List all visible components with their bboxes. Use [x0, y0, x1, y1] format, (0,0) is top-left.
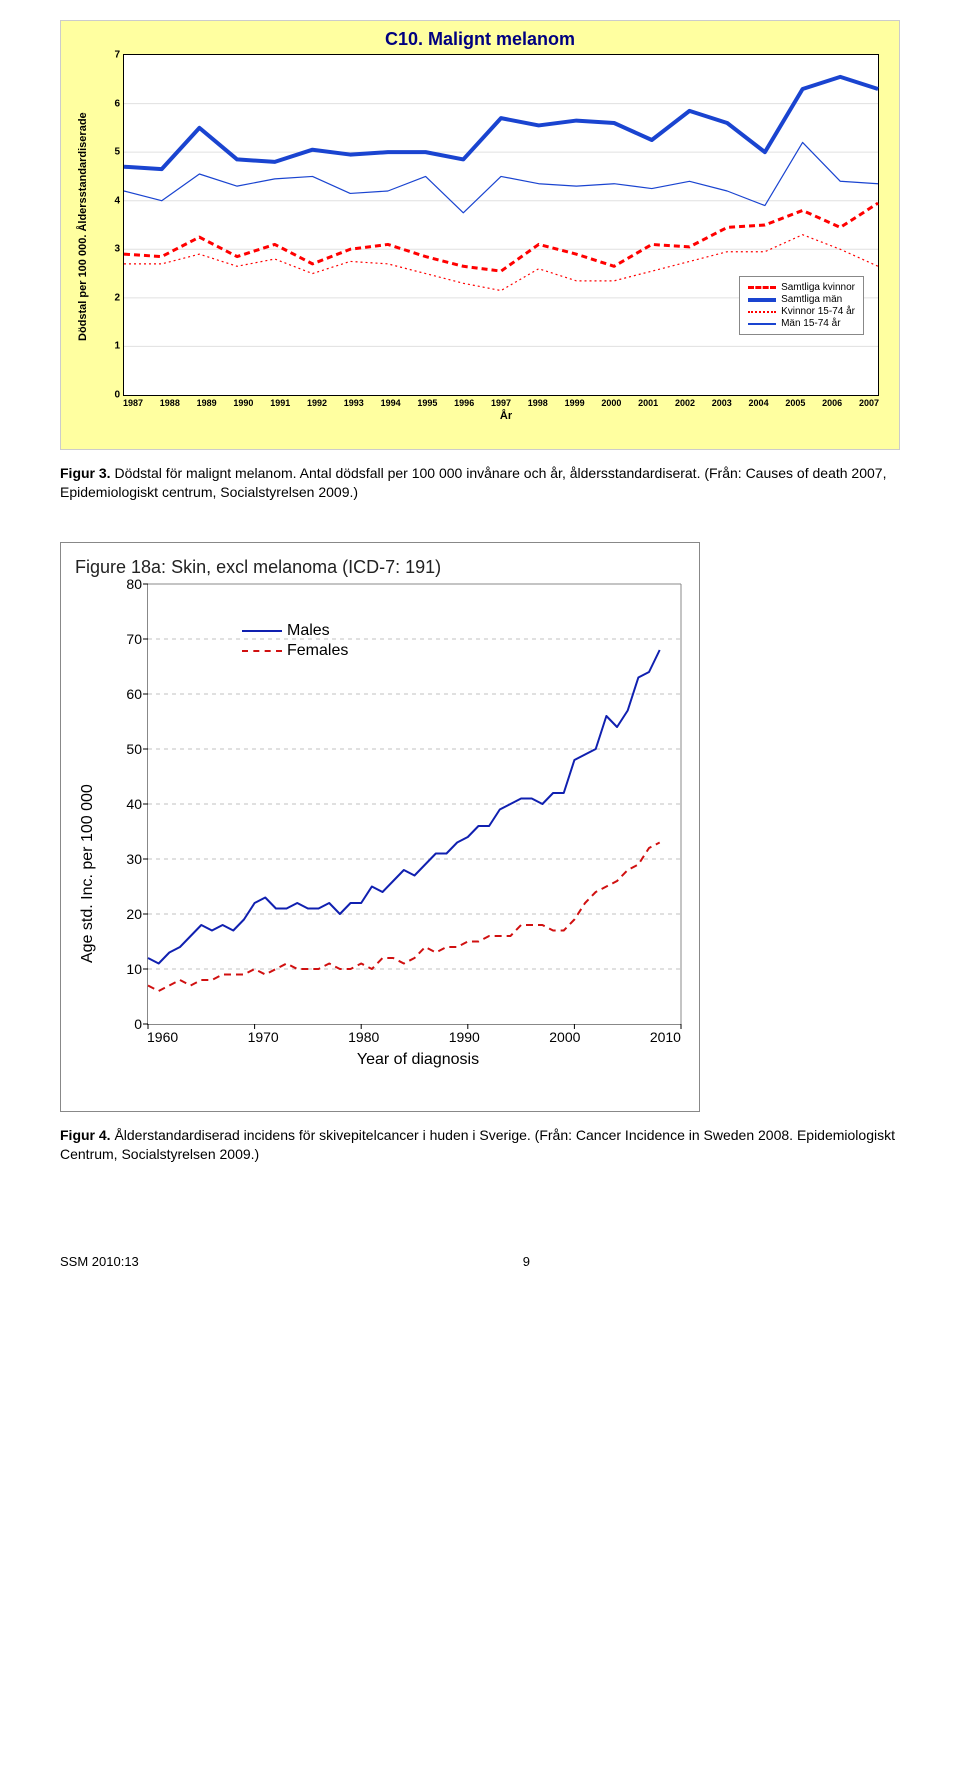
y-tick-label: 7: [114, 50, 120, 61]
chart1-svg: [124, 55, 878, 395]
chart1-y-ticks: 01234567: [96, 55, 120, 395]
legend-swatch: [242, 650, 282, 652]
x-tick-label: 1997: [491, 398, 511, 408]
y-tick-label: 1: [114, 341, 120, 352]
caption-figure-4: Figur 4. Ålderstandardiserad incidens fö…: [60, 1126, 900, 1164]
caption4-text: Ålderstandardiserad incidens för skivepi…: [60, 1127, 895, 1162]
caption-figure-3: Figur 3. Dödstal för malignt melanom. An…: [60, 464, 900, 502]
x-tick-label: 2001: [638, 398, 658, 408]
chart2-y-ticks: 01020304050607080: [108, 584, 142, 1024]
y-tick-label: 0: [114, 390, 120, 401]
x-tick-label: 1994: [381, 398, 401, 408]
caption3-bold: Figur 3.: [60, 465, 111, 481]
chart-melanoma-mortality: C10. Malignt melanom Dödstal per 100 000…: [60, 20, 900, 450]
x-tick-label: 1989: [197, 398, 217, 408]
x-tick-label: 1991: [270, 398, 290, 408]
chart2-x-ticks: 1960 1970 1980 1990 2000 2010: [147, 1029, 681, 1045]
legend-item: Males: [242, 622, 348, 640]
y-tick-label: 2: [114, 292, 120, 303]
chart1-x-ticks: 1987 1988 1989 1990 1991 1992 1993 1994 1995 1996…: [123, 398, 879, 408]
x-tick-label: 2000: [549, 1029, 580, 1045]
x-tick-label: 1960: [147, 1029, 178, 1045]
x-tick-label: 1990: [233, 398, 253, 408]
y-tick-label: 70: [126, 631, 142, 647]
x-tick-label: 2006: [822, 398, 842, 408]
x-tick-label: 2004: [749, 398, 769, 408]
y-tick-label: 0: [134, 1016, 142, 1032]
legend-item: Kvinnor 15-74 år: [748, 306, 855, 317]
x-tick-label: 1996: [454, 398, 474, 408]
x-tick-label: 2002: [675, 398, 695, 408]
legend-label: Samtliga kvinnor: [781, 282, 855, 293]
x-tick-label: 1970: [248, 1029, 279, 1045]
legend-label: Samtliga män: [781, 294, 842, 305]
x-tick-label: 2010: [650, 1029, 681, 1045]
y-tick-label: 40: [126, 796, 142, 812]
caption3-text: Dödstal för malignt melanom. Antal dödsf…: [60, 465, 886, 500]
x-tick-label: 2000: [601, 398, 621, 408]
x-tick-label: 2007: [859, 398, 879, 408]
legend-label: Kvinnor 15-74 år: [781, 306, 855, 317]
footer-left: SSM 2010:13: [60, 1254, 139, 1269]
x-tick-label: 1999: [565, 398, 585, 408]
footer-page-number: 9: [523, 1254, 530, 1269]
x-tick-label: 1993: [344, 398, 364, 408]
y-tick-label: 20: [126, 906, 142, 922]
y-tick-label: 5: [114, 147, 120, 158]
legend-swatch: [748, 323, 776, 325]
legend-item: Män 15-74 år: [748, 318, 855, 329]
x-tick-label: 1980: [348, 1029, 379, 1045]
legend-item: Samtliga män: [748, 294, 855, 305]
legend-swatch: [748, 298, 776, 302]
legend-item: Females: [242, 642, 348, 660]
chart1-y-axis-label: Dödstal per 100 000. Åldersstandardisera…: [77, 41, 89, 341]
y-tick-label: 10: [126, 961, 142, 977]
x-tick-label: 1998: [528, 398, 548, 408]
y-tick-label: 30: [126, 851, 142, 867]
x-tick-label: 1992: [307, 398, 327, 408]
y-tick-label: 80: [126, 576, 142, 592]
legend-item: Samtliga kvinnor: [748, 282, 855, 293]
y-tick-label: 60: [126, 686, 142, 702]
x-tick-label: 1995: [417, 398, 437, 408]
chart2-plot-area: 01020304050607080 MalesFemales: [147, 584, 681, 1025]
y-tick-label: 6: [114, 98, 120, 109]
x-tick-label: 2003: [712, 398, 732, 408]
legend-swatch: [748, 286, 776, 289]
chart2-title: Figure 18a: Skin, excl melanoma (ICD-7: …: [75, 557, 689, 578]
x-tick-label: 1987: [123, 398, 143, 408]
legend-label: Females: [287, 642, 348, 660]
page-footer: SSM 2010:13 9: [60, 1254, 900, 1269]
y-tick-label: 4: [114, 195, 120, 206]
caption4-bold: Figur 4.: [60, 1127, 111, 1143]
chart2-x-axis-label: Year of diagnosis: [147, 1051, 689, 1069]
chart-skin-incidence: Figure 18a: Skin, excl melanoma (ICD-7: …: [60, 542, 700, 1112]
chart2-legend: Males Females: [234, 616, 356, 666]
y-tick-label: 3: [114, 244, 120, 255]
chart1-title: C10. Malignt melanom: [71, 29, 889, 50]
legend-label: Män 15-74 år: [781, 318, 840, 329]
chart2-svg: [148, 584, 681, 1024]
x-tick-label: 2005: [785, 398, 805, 408]
y-tick-label: 50: [126, 741, 142, 757]
x-tick-label: 1990: [449, 1029, 480, 1045]
chart1-plot-area: 01234567 Samtliga kvinnorSamtliga mänKvi…: [123, 54, 879, 396]
chart2-y-axis-label: Age std. Inc. per 100 000: [79, 543, 97, 963]
legend-swatch: [748, 311, 776, 313]
x-tick-label: 1988: [160, 398, 180, 408]
chart2-title-rest: Skin, excl melanoma (ICD-7: 191): [166, 557, 441, 577]
chart1-x-axis-label: År: [123, 410, 889, 422]
chart1-legend: Samtliga kvinnorSamtliga mänKvinnor 15-7…: [739, 276, 864, 335]
legend-swatch: [242, 630, 282, 632]
legend-label: Males: [287, 622, 330, 640]
